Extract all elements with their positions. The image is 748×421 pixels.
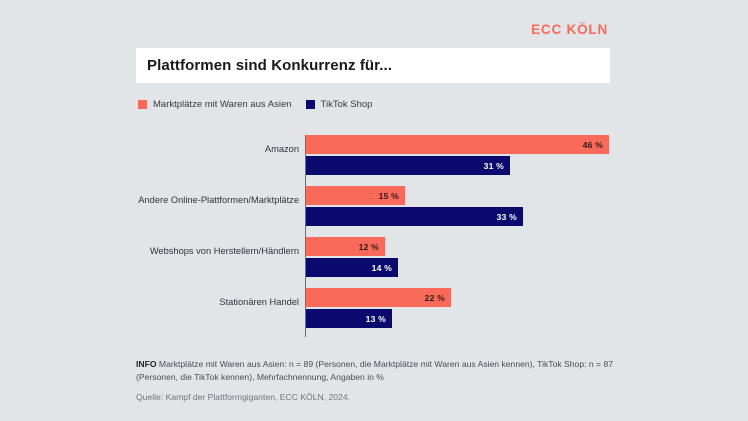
- bar-stationaer-tiktok: 13 %: [306, 309, 392, 328]
- bar-value-stationaer-tiktok: 13 %: [365, 313, 386, 324]
- brand-logo: ECC KÖLN: [531, 22, 608, 37]
- chart-group-stationaerer-handel: Stationären Handel 22 % 13 %: [136, 281, 636, 331]
- bar-stationaer-marktplaetze: 22 %: [306, 288, 451, 307]
- chart-group-amazon: Amazon 46 % 31 %: [136, 128, 636, 178]
- chart-legend: Marktplätze mit Waren aus Asien TikTok S…: [138, 99, 372, 110]
- bar-andere-tiktok: 33 %: [306, 207, 523, 226]
- category-label-andere-plattformen: Andere Online-Plattformen/Marktplätze: [138, 195, 299, 205]
- bar-value-amazon-tiktok: 31 %: [483, 160, 504, 171]
- bar-value-amazon-marktplaetze: 46 %: [582, 139, 603, 150]
- bar-value-webshops-tiktok: 14 %: [371, 262, 392, 273]
- legend-label-marktplaetze: Marktplätze mit Waren aus Asien: [153, 99, 292, 110]
- bar-track-amazon-marktplaetze: 46 %: [306, 135, 609, 154]
- legend-item-tiktok-shop: TikTok Shop: [305, 99, 373, 110]
- title-band: Plattformen sind Konkurrenz für...: [136, 48, 610, 83]
- legend-label-tiktok-shop: TikTok Shop: [320, 99, 373, 110]
- bar-webshops-marktplaetze: 12 %: [306, 237, 385, 256]
- legend-swatch-navy-icon: [305, 100, 315, 109]
- info-label: INFO: [136, 359, 157, 369]
- bar-webshops-tiktok: 14 %: [306, 258, 398, 277]
- chart-group-andere-plattformen: Andere Online-Plattformen/Marktplätze 15…: [136, 179, 636, 229]
- y-axis-line: [305, 135, 307, 337]
- bar-value-andere-marktplaetze: 15 %: [378, 190, 399, 201]
- info-text: Marktplätze mit Waren aus Asien: n = 89 …: [136, 359, 614, 383]
- bar-value-andere-tiktok: 33 %: [496, 211, 517, 222]
- category-label-amazon: Amazon: [264, 144, 299, 154]
- category-label-webshops: Webshops von Herstellern/Händlern: [149, 246, 299, 256]
- bar-chart: Amazon 46 % 31 % Andere Online-Plattform…: [136, 128, 636, 344]
- bar-track-amazon-tiktok: 31 %: [306, 156, 510, 175]
- bar-track-andere-marktplaetze: 15 %: [306, 186, 405, 205]
- bar-track-stationaer-marktplaetze: 22 %: [306, 288, 451, 307]
- bar-value-stationaer-marktplaetze: 22 %: [424, 292, 445, 303]
- bar-amazon-tiktok: 31 %: [306, 156, 510, 175]
- bar-andere-marktplaetze: 15 %: [306, 186, 405, 205]
- bar-track-webshops-tiktok: 14 %: [306, 258, 398, 277]
- bar-track-andere-tiktok: 33 %: [306, 207, 523, 226]
- bar-amazon-marktplaetze: 46 %: [306, 135, 609, 154]
- bar-track-stationaer-tiktok: 13 %: [306, 309, 392, 328]
- category-label-stationaerer-handel: Stationären Handel: [219, 297, 299, 307]
- bar-value-webshops-marktplaetze: 12 %: [358, 241, 379, 252]
- chart-group-webshops: Webshops von Herstellern/Händlern 12 % 1…: [136, 230, 636, 280]
- bar-track-webshops-marktplaetze: 12 %: [306, 237, 385, 256]
- page-title: Plattformen sind Konkurrenz für...: [147, 57, 393, 74]
- info-footnote: INFO Marktplätze mit Waren aus Asien: n …: [136, 358, 636, 385]
- legend-swatch-coral-icon: [138, 100, 147, 109]
- source-line: Quelle: Kampf der Plattformgiganten, ECC…: [136, 392, 350, 402]
- legend-item-marktplaetze: Marktplätze mit Waren aus Asien: [138, 99, 292, 110]
